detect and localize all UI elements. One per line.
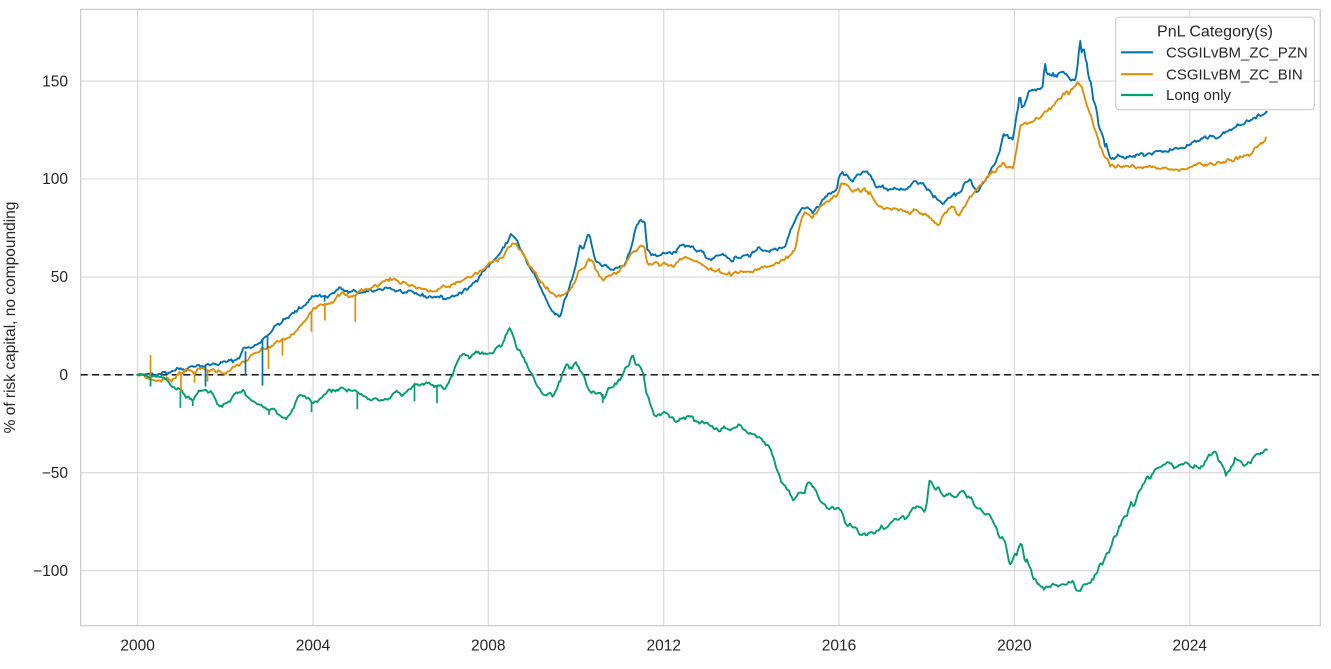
svg-text:150: 150 bbox=[42, 73, 68, 90]
svg-text:2012: 2012 bbox=[646, 638, 680, 655]
svg-text:PnL Category(s): PnL Category(s) bbox=[1157, 24, 1273, 41]
svg-text:50: 50 bbox=[51, 269, 69, 286]
svg-text:2016: 2016 bbox=[822, 638, 856, 655]
svg-text:2004: 2004 bbox=[296, 638, 331, 655]
svg-text:2024: 2024 bbox=[1173, 638, 1208, 655]
svg-text:CSGILvBM_ZC_BIN: CSGILvBM_ZC_BIN bbox=[1166, 66, 1303, 83]
svg-text:−100: −100 bbox=[33, 563, 68, 580]
svg-text:2000: 2000 bbox=[120, 638, 155, 655]
svg-text:100: 100 bbox=[42, 171, 68, 188]
svg-text:CSGILvBM_ZC_PZN: CSGILvBM_ZC_PZN bbox=[1166, 45, 1308, 62]
svg-text:−50: −50 bbox=[42, 465, 69, 482]
svg-text:2008: 2008 bbox=[471, 638, 505, 655]
svg-text:0: 0 bbox=[59, 367, 68, 384]
svg-text:Long only: Long only bbox=[1166, 87, 1232, 104]
svg-text:% of risk capital, no compound: % of risk capital, no compounding bbox=[2, 202, 19, 434]
svg-text:2020: 2020 bbox=[997, 638, 1032, 655]
